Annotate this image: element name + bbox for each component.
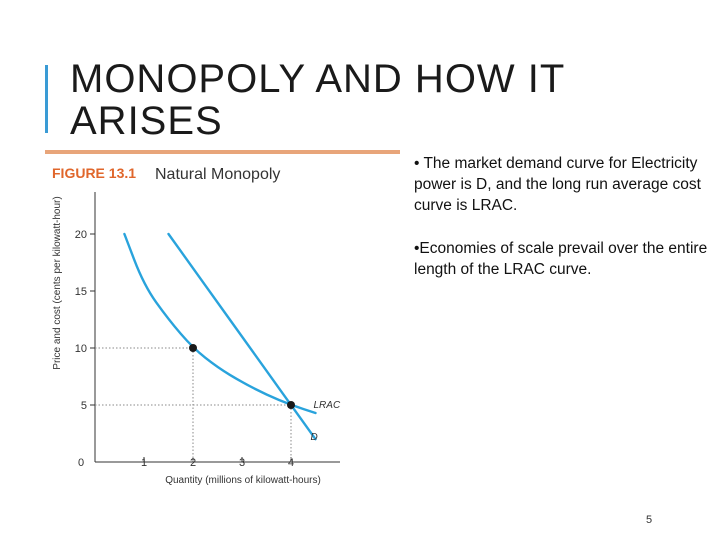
x-tick-label: 0 <box>78 457 84 469</box>
y-tick-label: 5 <box>81 400 87 412</box>
slide-title-line-2: ARISES <box>70 99 223 143</box>
x-tick-label: 1 <box>141 457 147 469</box>
y-tick-label: 10 <box>75 343 87 355</box>
x-tick-label: 4 <box>288 457 294 469</box>
chart: FIGURE 13.1 Natural Monopoly 0 1 2 3 4 5 10 15 2… <box>45 150 400 486</box>
chart-title: Natural Monopoly <box>155 166 280 183</box>
figure-label: FIGURE 13.1 <box>52 165 136 181</box>
x-axis-label: Quantity (millions of kilowatt-hours) <box>165 475 321 486</box>
series-label-d: D <box>311 432 318 443</box>
bullet-item: • The market demand curve for Electricit… <box>414 155 701 214</box>
x-tick-label: 3 <box>239 457 245 469</box>
y-tick-label: 15 <box>75 286 87 298</box>
plot-area: 0 1 2 3 4 5 10 15 20 LRAC D <box>75 192 341 469</box>
equilibrium-point <box>287 401 295 409</box>
equilibrium-point <box>189 344 197 352</box>
page-number: 5 <box>646 514 653 526</box>
series-line-d <box>167 232 317 441</box>
slide-title: MONOPOLY AND HOW IT ARISES <box>70 58 565 142</box>
bullet-item: •Economies of scale prevail over the ent… <box>414 240 708 278</box>
title-accent-bar <box>45 65 48 133</box>
figure-top-rule <box>45 150 400 154</box>
x-tick-label: 2 <box>190 457 196 469</box>
bullet-list: • The market demand curve for Electricit… <box>414 153 714 302</box>
slide-title-line-1: MONOPOLY AND HOW IT <box>70 57 566 101</box>
series-line-lrac <box>123 232 317 415</box>
y-axis-label: Price and cost (cents per kilowatt-hour) <box>52 196 63 369</box>
natural-monopoly-figure: FIGURE 13.1 Natural Monopoly 0 1 2 3 4 5 10 15 2… <box>40 150 400 495</box>
series-label-lrac: LRAC <box>314 400 341 411</box>
y-tick-label: 20 <box>75 229 87 241</box>
